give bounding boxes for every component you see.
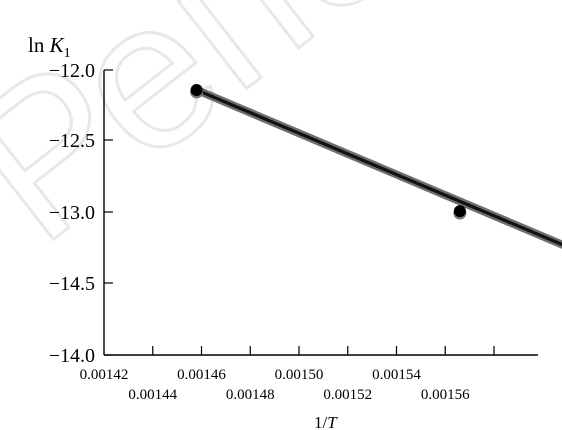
x-tick-label-lower: 0.00148: [226, 387, 275, 403]
x-ticks: 0.00142 0.00146 0.00150 0.00154 0.00144 0.001…: [80, 346, 495, 403]
plot-area: [190, 83, 562, 249]
y-tick-label: −14.5: [49, 273, 95, 295]
x-tick-label-upper: 0.00142: [80, 367, 129, 383]
data-point: [190, 83, 203, 96]
y-tick-label: −14.0: [49, 345, 95, 367]
y-ticks: −12.0 −12.5 −13.0 −14.5 −14.0: [49, 60, 113, 367]
x-tick-label-lower: 0.00156: [421, 387, 470, 403]
x-tick-label-upper: 0.00154: [372, 367, 421, 383]
y-tick-label: −13.0: [49, 202, 95, 224]
y-axis-label-sub: 1: [64, 46, 71, 61]
y-axis-label-var: K: [49, 33, 65, 57]
x-tick-label-upper: 0.00150: [275, 367, 324, 383]
y-axis-label-prefix: ln: [28, 33, 50, 57]
y-tick-label: −12.5: [49, 130, 95, 152]
fit-line: [195, 88, 562, 247]
x-tick-label-upper: 0.00146: [177, 367, 226, 383]
data-point: [453, 205, 466, 218]
x-tick-label-lower: 0.00152: [323, 387, 372, 403]
y-axis-label: ln K1: [28, 33, 71, 61]
x-axis-label-var: T: [327, 413, 338, 430]
y-tick-label: −12.0: [49, 60, 95, 82]
x-axis-label: 1/T: [314, 413, 338, 430]
x-axis-label-pre: 1/: [314, 413, 328, 430]
x-tick-label-lower: 0.00144: [128, 387, 177, 403]
